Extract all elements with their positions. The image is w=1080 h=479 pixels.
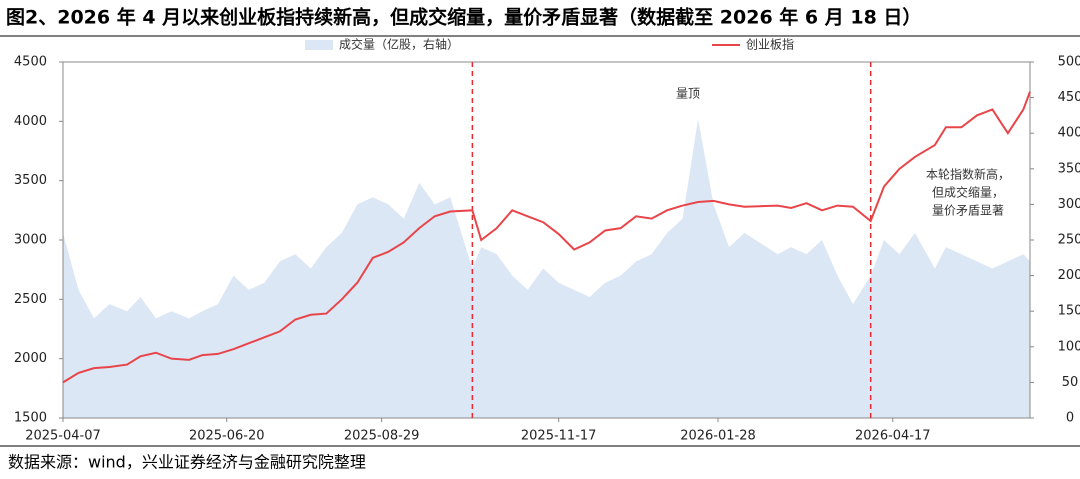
y-tick-label: 2000 — [14, 351, 47, 366]
y2-tick-label: 200 — [1058, 268, 1080, 283]
y-tick-label: 2500 — [14, 292, 47, 307]
y-tick-label: 1500 — [14, 411, 47, 426]
x-tick-label: 2025-06-20 — [189, 429, 265, 444]
annotation: 本轮指数新高， — [926, 167, 1010, 182]
legend-label: 成交量（亿股，右轴） — [339, 37, 459, 52]
y2-tick-label: 0 — [1066, 411, 1074, 426]
x-tick-label: 2026-04-17 — [855, 429, 931, 444]
y-tick-label: 3000 — [14, 233, 47, 248]
x-tick-label: 2025-04-07 — [25, 429, 101, 444]
source: 数据来源：wind，兴业证券经济与金融研究院整理 — [8, 453, 366, 472]
x-tick-label: 2025-08-29 — [344, 429, 420, 444]
legend-label: 创业板指 — [746, 37, 794, 52]
index-line — [62, 91, 1031, 384]
chart-title: 图2、2026 年 4 月以来创业板指持续新高，但成交缩量，量价矛盾显著（数据截… — [6, 6, 921, 29]
annotation: 量价矛盾显著 — [932, 204, 1004, 218]
y2-tick-label: 300 — [1058, 197, 1080, 212]
y2-tick-label: 400 — [1058, 126, 1080, 141]
x-tick-label: 2025-11-17 — [521, 429, 597, 444]
y2-tick-label: 350 — [1058, 161, 1080, 176]
y2-tick-label: 450 — [1058, 90, 1080, 105]
y2-tick-label: 50 — [1062, 375, 1079, 390]
y-tick-label: 4500 — [14, 55, 47, 70]
y-tick-label: 4000 — [14, 114, 47, 129]
annotation: 但成交缩量， — [932, 185, 1004, 200]
y2-tick-label: 250 — [1058, 233, 1080, 248]
y2-tick-label: 150 — [1058, 304, 1080, 319]
legend-swatch — [305, 40, 333, 50]
volume-area — [63, 118, 1030, 419]
y-tick-label: 3500 — [14, 173, 47, 188]
y2-tick-label: 500 — [1058, 55, 1080, 70]
annotation: 量顶 — [676, 87, 700, 101]
x-tick-label: 2026-01-28 — [680, 429, 756, 444]
y2-tick-label: 100 — [1058, 339, 1080, 354]
